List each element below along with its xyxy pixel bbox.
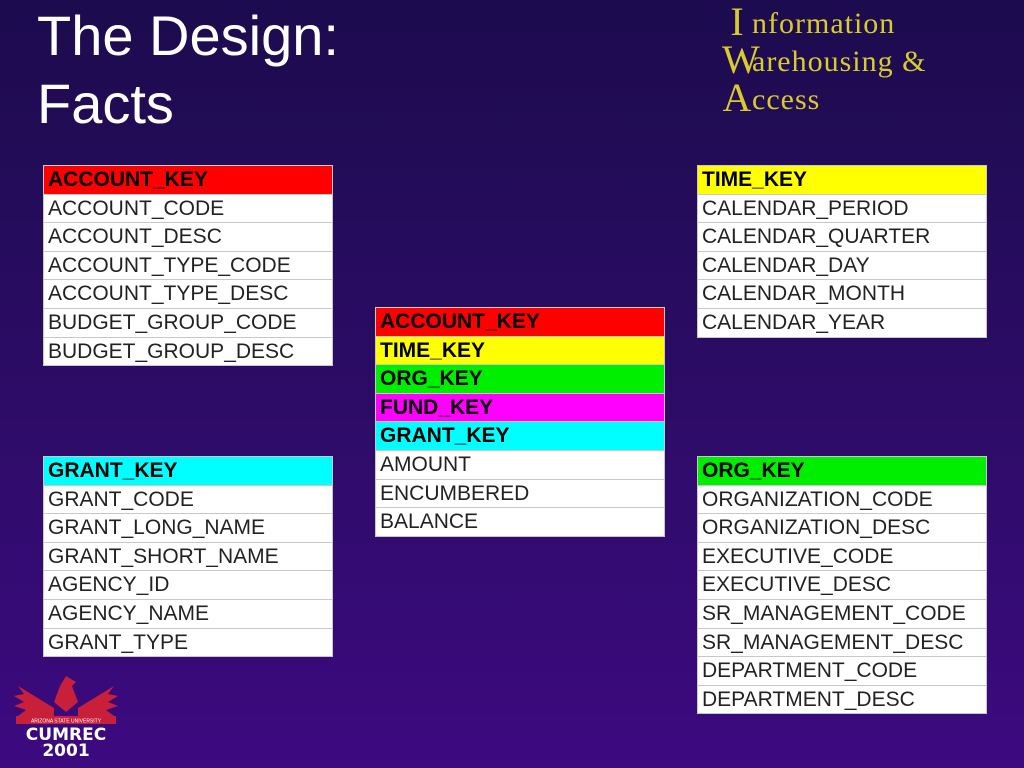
org-dimension-table: ORG_KEY ORGANIZATION_CODE ORGANIZATION_DES… xyxy=(697,456,987,715)
field-row: SR_MANAGEMENT_DESC xyxy=(698,629,986,658)
account-dimension-table: ACCOUNT_KEY ACCOUNT_CODE ACCOUNT_DESC ACCOU… xyxy=(43,165,333,367)
field-row: ORGANIZATION_CODE xyxy=(698,486,986,515)
logo-line-3: ccess xyxy=(752,83,821,116)
field-row: ORGANIZATION_DESC xyxy=(698,514,986,543)
field-row: SR_MANAGEMENT_CODE xyxy=(698,600,986,629)
logo-letter-w: W xyxy=(722,37,760,82)
time-dimension-table: TIME_KEY CALENDAR_PERIOD CALENDAR_QUARTER C… xyxy=(697,165,987,338)
field-row: GRANT_SHORT_NAME xyxy=(44,543,332,572)
field-row: AGENCY_NAME xyxy=(44,600,332,629)
field-row: GRANT_TYPE xyxy=(48,630,189,654)
sun-devil-bird-icon xyxy=(14,676,118,724)
field-row: DEPARTMENT_CODE xyxy=(698,657,986,686)
account-key-row: ACCOUNT_KEY xyxy=(44,166,332,195)
field-row: ACCOUNT_TYPE_CODE xyxy=(44,252,332,281)
title-line-2: Facts xyxy=(37,72,174,135)
fact-key-row: FUND_KEY xyxy=(376,393,664,423)
fact-key-row: ACCOUNT_KEY xyxy=(376,308,664,337)
svg-text:CUMREC: CUMREC xyxy=(26,725,106,745)
field-row: BUDGET_GROUP_DESC xyxy=(48,339,295,363)
svg-text:2001: 2001 xyxy=(42,741,89,761)
logo-row-1: I nformation xyxy=(722,0,896,44)
field-row: EXECUTIVE_DESC xyxy=(698,571,986,600)
title-line-1: The Design: xyxy=(37,4,339,67)
time-key-row: TIME_KEY xyxy=(698,166,986,195)
grant-key-row: GRANT_KEY xyxy=(44,457,332,486)
logo-line-2: arehousing & xyxy=(752,45,927,78)
fact-measure-row: AMOUNT xyxy=(376,451,664,480)
field-row: CALENDAR_DAY xyxy=(698,252,986,281)
slide-title: The Design: Facts xyxy=(37,2,339,138)
fact-table: ACCOUNT_KEY TIME_KEY ORG_KEY FUND_KEY GRANT_… xyxy=(375,307,665,537)
iwa-logo: I nformation W arehousing & A ccess xyxy=(722,0,1022,120)
field-row: CALENDAR_QUARTER xyxy=(698,223,986,252)
logo-line-1: nformation xyxy=(752,7,896,40)
cumrec-2001-logo: ARIZONA STATE UNIVERSITY CUMREC 2001 xyxy=(14,676,118,761)
field-row: CALENDAR_YEAR xyxy=(702,310,886,334)
field-row: GRANT_CODE xyxy=(44,486,332,515)
fact-measure-row: BALANCE xyxy=(380,510,479,534)
logo-letter-a: A xyxy=(722,75,752,120)
org-key-row: ORG_KEY xyxy=(698,457,986,486)
logo-letter-i: I xyxy=(730,0,744,44)
field-row: DEPARTMENT_DESC xyxy=(702,687,915,711)
field-row: CALENDAR_PERIOD xyxy=(698,195,986,224)
field-row: ACCOUNT_CODE xyxy=(44,195,332,224)
logo-row-2: W arehousing & xyxy=(722,37,927,82)
logo-row-3: A ccess xyxy=(722,75,821,120)
field-row: AGENCY_ID xyxy=(44,571,332,600)
cumrec-banner: ARIZONA STATE UNIVERSITY xyxy=(31,719,102,725)
fact-measure-row: ENCUMBERED xyxy=(376,480,664,509)
fact-key-row: ORG_KEY xyxy=(376,365,664,394)
field-row: ACCOUNT_TYPE_DESC xyxy=(44,280,332,309)
field-row: CALENDAR_MONTH xyxy=(698,280,986,309)
field-row: BUDGET_GROUP_CODE xyxy=(44,309,332,338)
fact-key-row: TIME_KEY xyxy=(376,336,664,366)
fact-key-row: GRANT_KEY xyxy=(376,422,664,451)
field-row: ACCOUNT_DESC xyxy=(44,223,332,252)
field-row: EXECUTIVE_CODE xyxy=(698,543,986,572)
grant-dimension-table: GRANT_KEY GRANT_CODE GRANT_LONG_NAME GRANT_… xyxy=(43,456,333,658)
field-row: GRANT_LONG_NAME xyxy=(44,514,332,543)
